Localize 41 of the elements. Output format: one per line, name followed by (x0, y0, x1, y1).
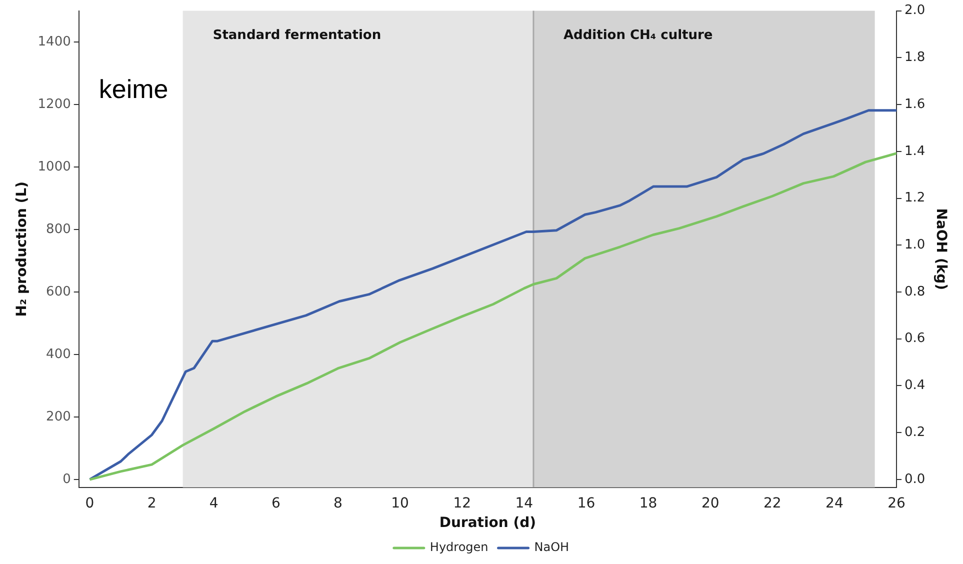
y2-axis-title: NaOH (kg) (932, 208, 949, 290)
y-tick-label: 1000 (38, 159, 71, 174)
y2-tick-label: 0.4 (904, 378, 926, 394)
y2-tick-label: 1.8 (904, 50, 926, 66)
x-tick-label: 24 (826, 495, 844, 512)
y-tick-label: 600 (46, 284, 71, 300)
y-axis-title: H₂ production (L) (14, 181, 30, 317)
y2-tick-label: 2.0 (904, 3, 926, 18)
y-tick-label: 0 (62, 472, 71, 487)
legend-label: Hydrogen (430, 540, 488, 554)
y-tick-label: 800 (46, 222, 71, 237)
y2-tick-label: 1.4 (904, 144, 926, 159)
x-tick-label: 26 (888, 495, 906, 512)
legend-label: NaOH (534, 540, 570, 554)
y-tick-label: 200 (46, 409, 71, 424)
x-tick-label: 12 (453, 495, 472, 512)
band-label: Addition CH₄ culture (563, 28, 713, 44)
y2-tick-label: 1.0 (904, 237, 926, 252)
x-tick-label: 2 (147, 495, 156, 512)
annotation: keime (98, 74, 168, 104)
x-tick-label: 4 (209, 495, 218, 512)
x-tick-label: 22 (763, 495, 782, 512)
y-tick-label: 400 (46, 346, 71, 362)
x-tick-label: 10 (391, 495, 409, 512)
x-tick-label: 14 (515, 495, 534, 512)
x-tick-label: 8 (334, 495, 342, 512)
x-axis-title: Duration (d) (439, 515, 536, 532)
y2-tick-label: 0.0 (904, 472, 926, 487)
y2-tick-label: 1.6 (904, 96, 926, 112)
x-tick-label: 0 (85, 495, 94, 512)
y-tick-label: 1400 (38, 34, 71, 50)
x-tick-label: 20 (701, 495, 720, 512)
band-label: Standard fermentation (212, 28, 382, 44)
x-tick-label: 18 (639, 495, 658, 512)
y2-tick-label: 0.6 (904, 331, 926, 346)
y2-tick-label: 0.2 (904, 424, 926, 440)
y2-tick-label: 0.8 (904, 284, 926, 300)
x-tick-label: 16 (577, 495, 596, 512)
x-tick-label: 6 (271, 495, 280, 512)
y2-tick-label: 1.2 (904, 190, 926, 206)
y-tick-label: 1200 (38, 96, 71, 112)
